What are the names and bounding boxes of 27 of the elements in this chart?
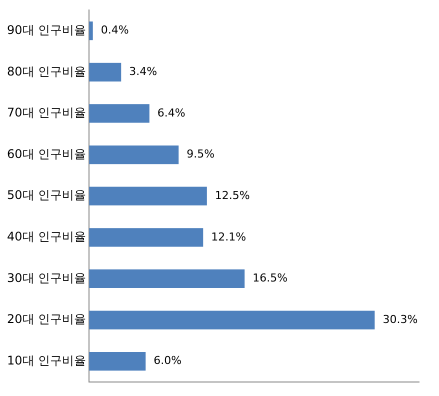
y-tick-label: 20대 인구비율 bbox=[6, 312, 86, 326]
bar bbox=[89, 104, 150, 123]
bar bbox=[89, 62, 122, 82]
y-tick-label: 50대 인구비율 bbox=[6, 188, 86, 202]
y-tick-label: 40대 인구비율 bbox=[6, 230, 86, 244]
data-label: 16.5% bbox=[252, 272, 288, 285]
y-tick-label: 70대 인구비율 bbox=[6, 106, 86, 120]
y-tick-label: 90대 인구비율 bbox=[6, 22, 86, 37]
data-label: 6.0% bbox=[154, 354, 182, 368]
bar bbox=[89, 310, 375, 330]
y-tick-label: 60대 인구비율 bbox=[6, 146, 86, 161]
data-label: 30.3% bbox=[382, 312, 418, 326]
data-label: 3.4% bbox=[129, 65, 158, 78]
y-tick-label: 80대 인구비율 bbox=[6, 64, 86, 78]
bar bbox=[89, 145, 179, 164]
data-label: 12.5% bbox=[214, 188, 250, 202]
data-label: 9.5% bbox=[186, 148, 215, 161]
data-label: 0.4% bbox=[100, 24, 129, 37]
bar bbox=[89, 228, 204, 247]
data-label: 6.4% bbox=[157, 106, 186, 120]
bar bbox=[89, 22, 93, 40]
y-tick-label: 10대 인구비율 bbox=[6, 353, 86, 368]
bar bbox=[89, 352, 146, 371]
y-tick-label: 30대 인구비율 bbox=[6, 270, 86, 285]
bar bbox=[89, 269, 245, 288]
bar bbox=[89, 186, 207, 206]
data-label: 12.1% bbox=[211, 230, 246, 244]
